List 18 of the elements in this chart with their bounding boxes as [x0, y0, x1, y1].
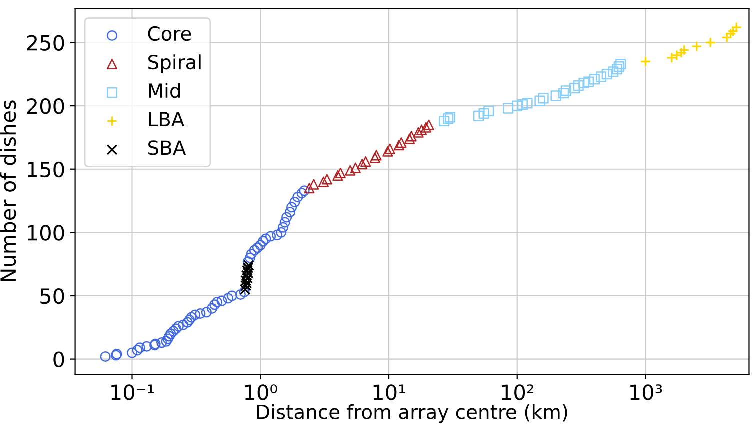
legend-label: LBA	[149, 112, 185, 126]
y-tick-label: 150	[28, 162, 64, 178]
y-axis-title: Number of dishes	[0, 100, 16, 282]
y-tick-label: 50	[40, 288, 64, 304]
x-tick-label: 10¹	[374, 384, 406, 400]
legend-label: SBA	[148, 140, 186, 156]
x-tick-label: 10³	[630, 384, 662, 400]
legend-label: Core	[148, 26, 192, 42]
y-tick-label: 100	[28, 225, 64, 241]
y-tick-label: 200	[27, 98, 64, 114]
x-tick-label: 10²	[502, 384, 534, 400]
x-tick-label: 10⁻¹	[112, 384, 154, 400]
x-axis-title: Distance from array centre (km)	[257, 404, 568, 424]
legend-label: Mid	[149, 83, 180, 98]
y-tick-label: 0	[54, 352, 64, 368]
x-tick-label: 10⁰	[245, 384, 278, 400]
y-tick-label: 250	[27, 35, 64, 51]
legend-label: Spiral	[148, 54, 201, 74]
